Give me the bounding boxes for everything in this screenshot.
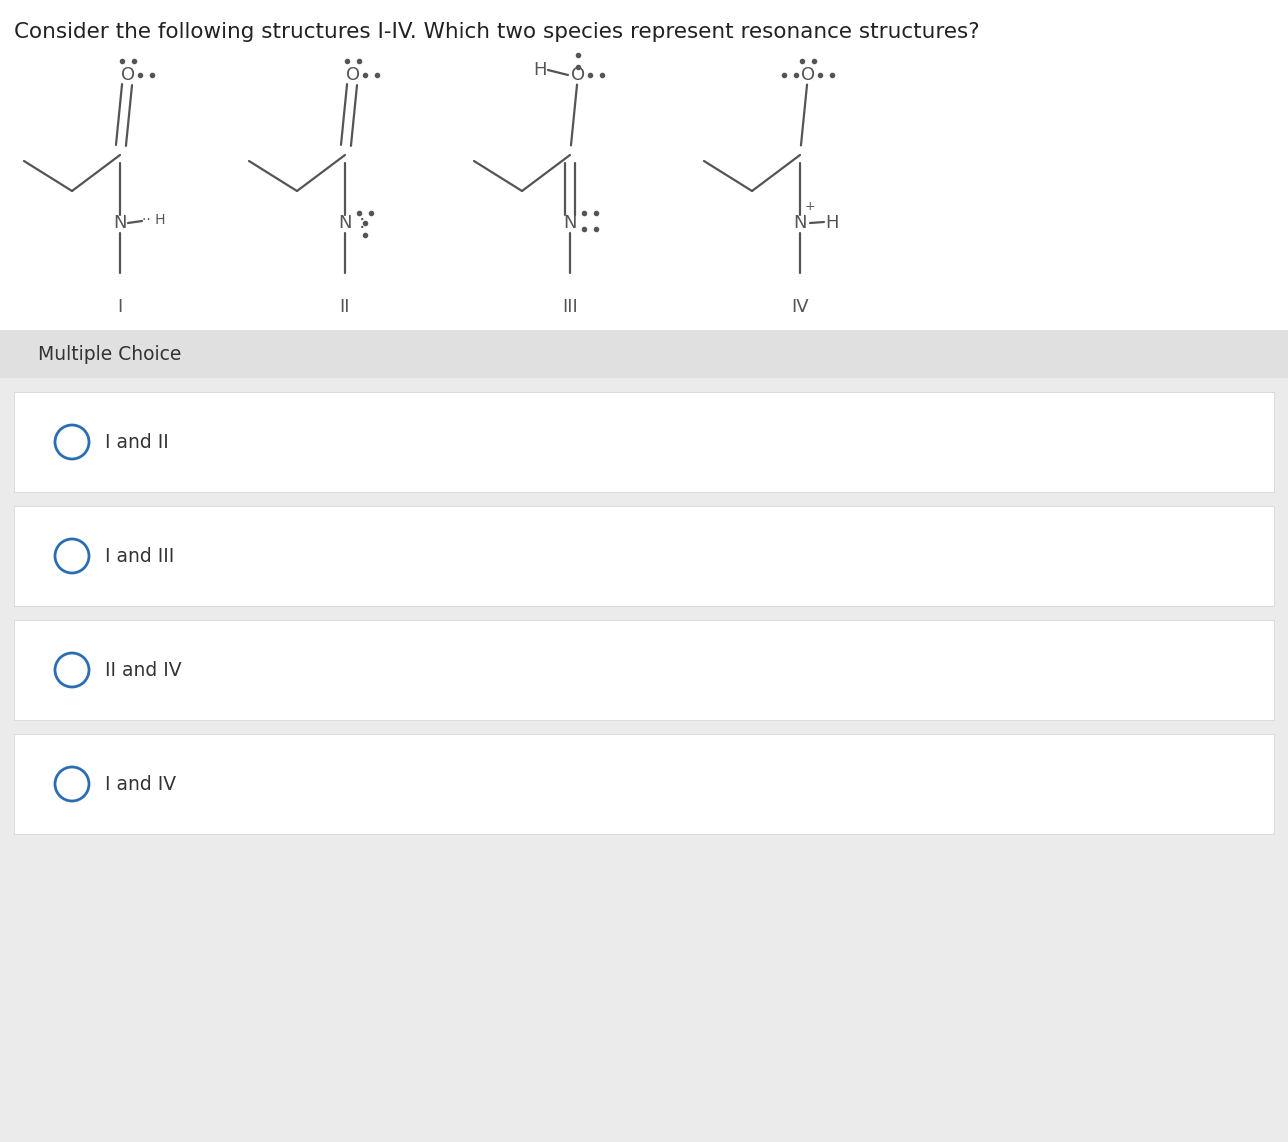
- Text: N: N: [113, 214, 126, 232]
- Text: H: H: [826, 214, 838, 232]
- Text: II and IV: II and IV: [106, 660, 182, 679]
- Text: +: +: [805, 201, 815, 214]
- Text: H: H: [533, 61, 546, 79]
- Text: N: N: [793, 214, 806, 232]
- Text: I: I: [117, 298, 122, 316]
- Text: IV: IV: [791, 298, 809, 316]
- Text: O: O: [121, 66, 135, 85]
- Text: ·· H: ·· H: [142, 214, 165, 227]
- Text: N: N: [339, 214, 352, 232]
- Text: N: N: [563, 214, 577, 232]
- Text: O: O: [346, 66, 361, 85]
- Text: III: III: [562, 298, 578, 316]
- Text: :: :: [359, 214, 366, 233]
- Text: Multiple Choice: Multiple Choice: [39, 345, 182, 363]
- Bar: [0, 330, 1288, 378]
- Bar: [14, 506, 1274, 606]
- Bar: [14, 392, 1274, 492]
- Text: I and IV: I and IV: [106, 774, 176, 794]
- Bar: [14, 734, 1274, 834]
- Text: I and III: I and III: [106, 547, 174, 565]
- Bar: [14, 620, 1274, 719]
- Bar: [0, 330, 1288, 1142]
- Text: O: O: [571, 66, 585, 85]
- Text: II: II: [340, 298, 350, 316]
- Text: O: O: [801, 66, 815, 85]
- Text: I and II: I and II: [106, 433, 169, 451]
- Text: Consider the following structures I-IV. Which two species represent resonance st: Consider the following structures I-IV. …: [14, 22, 980, 42]
